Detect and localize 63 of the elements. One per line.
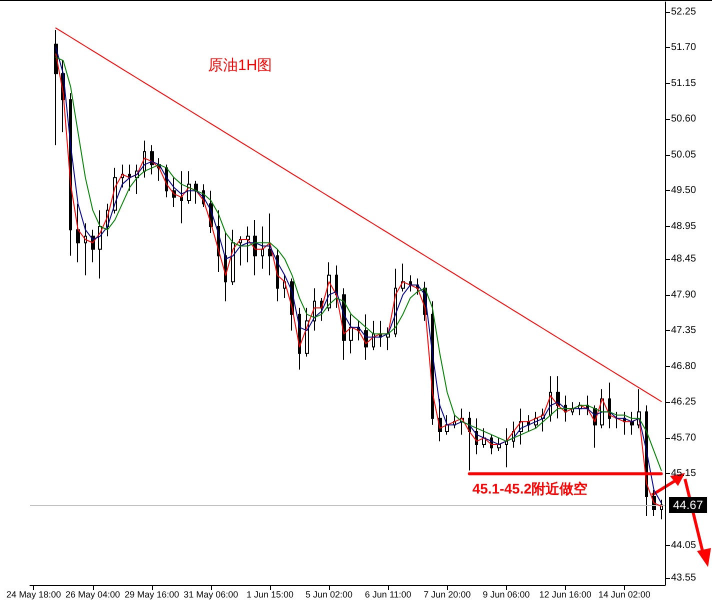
- ref-line-label: 44.67: [673, 498, 704, 512]
- candlestick: [121, 164, 124, 188]
- line-series: [55, 28, 662, 402]
- series-label: 45.1-45.2附近做空: [472, 480, 588, 497]
- candlestick: [194, 180, 198, 204]
- candlestick: [261, 226, 264, 270]
- candlestick: [84, 222, 87, 276]
- y-tick-label: 49.50: [671, 185, 696, 196]
- candlestick: [283, 274, 286, 299]
- x-tick-label: 6 Jun 11:00: [364, 590, 412, 600]
- y-tick-label: 46.80: [671, 360, 696, 372]
- text: 原油1H图: [208, 57, 272, 74]
- candlestick: [386, 326, 390, 351]
- candlestick: [608, 382, 611, 429]
- x-tick-label: 12 Jun 16:00: [539, 590, 592, 600]
- x-tick-label: 29 May 16:00: [124, 590, 180, 600]
- candlestick: [253, 219, 257, 276]
- y-tick-label: 48.45: [671, 254, 696, 265]
- y-tick-label: 46.25: [671, 396, 696, 408]
- candlestick: [556, 376, 560, 419]
- y-tick-label: 50.60: [671, 114, 696, 125]
- x-tick-label: 26 May 04:00: [65, 590, 120, 600]
- candlestick: [468, 411, 471, 471]
- x-tick-label: 7 Jun 20:00: [424, 590, 471, 600]
- y-tick-label: 51.15: [671, 78, 696, 89]
- candlestick: [586, 395, 589, 416]
- candlestick: [239, 236, 242, 266]
- candlestick: [482, 428, 486, 448]
- candlestick: [268, 212, 272, 276]
- x-tick-label: 1 Jun 15:00: [246, 590, 294, 600]
- candlestick: [246, 226, 250, 263]
- candlestick: [445, 414, 449, 436]
- candlestick: [349, 314, 353, 354]
- candlestick: [180, 170, 183, 224]
- candlestick: [172, 177, 176, 208]
- candlestick: [76, 203, 80, 263]
- candlestick: [379, 320, 382, 348]
- candlestick: [372, 320, 375, 351]
- candlestick: [497, 437, 501, 452]
- candlestick: [409, 274, 412, 292]
- x-tick-label: 24 May 18:00: [6, 590, 61, 600]
- candlestick: [571, 402, 574, 416]
- y-tick-label: 44.05: [671, 540, 696, 551]
- candlestick: [630, 411, 634, 436]
- x-tick-label: 5 Jun 02:00: [306, 590, 353, 600]
- y-tick-label: 50.05: [671, 149, 696, 160]
- y-tick-label: 47.90: [671, 289, 696, 300]
- candlestick: [623, 411, 626, 436]
- y-tick-label: 51.70: [671, 42, 696, 54]
- x-tick-label: 14 Jun 02:00: [598, 590, 650, 600]
- candlestick: [54, 29, 58, 146]
- y-tick-label: 43.55: [671, 572, 696, 584]
- candlestick: [505, 428, 508, 468]
- x-tick-label: 9 Jun 06:00: [482, 590, 530, 600]
- candlestick: [128, 164, 131, 192]
- y-tick-label: 45.15: [671, 468, 696, 480]
- y-tick-label: 47.35: [671, 325, 696, 336]
- y-tick-label: 48.95: [671, 220, 696, 232]
- candlestick: [335, 265, 338, 308]
- y-tick-label: 45.70: [671, 432, 696, 444]
- x-tick-label: 31 May 06:00: [184, 590, 238, 600]
- candlestick: [98, 210, 102, 280]
- y-tick-label: 52.25: [671, 6, 696, 18]
